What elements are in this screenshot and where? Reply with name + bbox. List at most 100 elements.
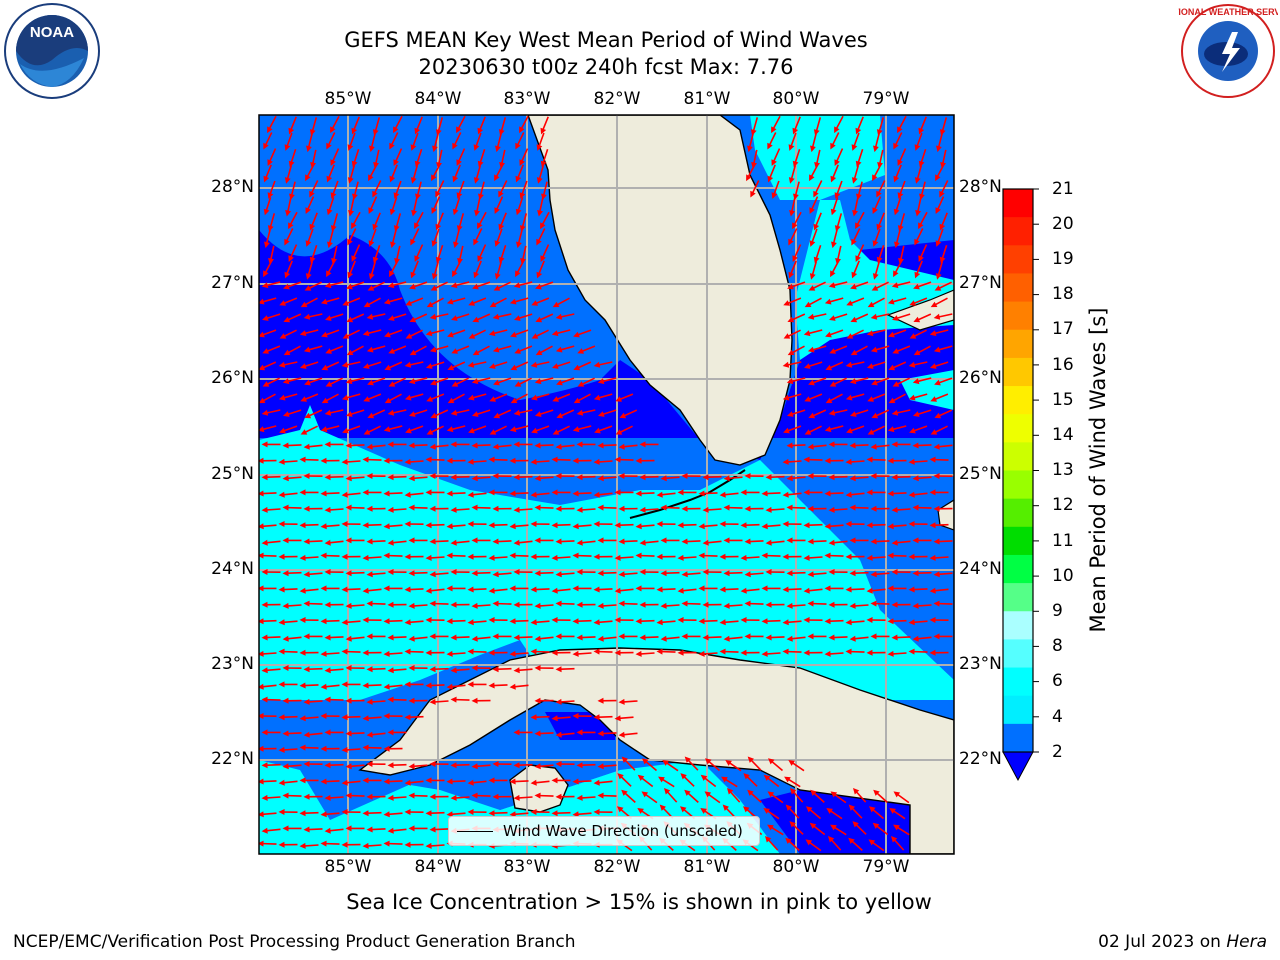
direction-arrow-head [918,222,924,230]
direction-arrow-head [488,456,495,463]
direction-arrow-head [551,456,558,463]
direction-arrow-head [492,666,499,673]
direction-arrow-head [389,175,396,183]
direction-arrow-head [303,538,310,545]
direction-arrow-head [555,600,562,607]
direction-arrow-head [719,619,726,626]
direction-arrow-head [618,505,625,512]
direction-arrow-head [681,633,688,640]
direction-arrow-head [825,331,832,338]
colorbar-segment [1003,611,1033,640]
direction-arrow-head [259,457,264,464]
direction-arrow-head [259,650,264,657]
direction-arrow-head [723,570,730,577]
direction-arrow-head [614,456,621,463]
direction-arrow-head [660,475,667,482]
direction-arrow-head [261,569,268,575]
direction-arrow-head [830,142,836,150]
direction-arrow-head [765,634,772,641]
direction-arrow-head [278,394,286,401]
lon-label-top: 83°W [503,89,551,109]
direction-arrow-head [321,331,328,338]
direction-arrow-head [513,441,520,448]
direction-arrow-head [771,126,777,134]
direction-arrow-head [409,411,416,417]
direction-arrow-head [351,255,357,262]
direction-arrow-head [824,585,831,592]
direction-arrow-head [288,255,294,262]
direction-arrow-head [572,650,579,657]
direction-arrow-head [368,174,374,182]
direction-arrow-head [304,285,312,291]
direction-arrow-head [471,378,479,385]
direction-arrow-head [327,241,333,249]
colorbar-tick-label: 10 [1052,566,1074,586]
direction-arrow-head [929,330,937,337]
direction-arrow-head [887,298,895,305]
direction-arrow-head [305,174,311,182]
direction-arrow-head [912,378,920,385]
direction-arrow-head [488,554,495,561]
direction-arrow-head [639,601,646,608]
direction-arrow-head [555,313,563,320]
direction-arrow-head [597,635,604,642]
direction-arrow-head [807,313,815,320]
direction-arrow-head [324,569,331,575]
direction-arrow-head [765,601,772,608]
direction-arrow-head [530,586,537,593]
direction-arrow-head [261,539,268,546]
footer-date-text: 02 Jul 2023 on [1098,932,1221,952]
lat-label-left: 24°N [211,559,254,579]
direction-arrow-head [933,571,940,578]
direction-arrow-head [389,142,395,150]
direction-arrow-head [828,634,835,641]
direction-arrow-head [446,811,453,818]
direction-arrow-head [536,271,543,279]
direction-arrow-head [702,539,709,546]
direction-arrow-head [383,618,390,625]
direction-arrow-head [866,489,873,496]
direction-arrow-head [803,456,810,463]
direction-arrow-head [347,177,354,184]
direction-arrow-head [325,315,332,321]
direction-arrow-head [405,300,412,306]
direction-arrow-head [537,210,543,217]
direction-arrow-head [851,177,858,184]
direction-arrow-head [410,144,417,151]
direction-arrow-head [702,634,709,641]
direction-arrow-head [789,210,795,217]
colorbar-tick-label: 4 [1052,707,1063,727]
direction-arrow-head [492,761,499,767]
direction-arrow-head [362,842,369,849]
direction-arrow-head [430,285,438,291]
direction-arrow-head [788,760,795,766]
direction-arrow-head [887,585,894,592]
direction-arrow-head [803,489,810,496]
direction-arrow-head [351,160,358,168]
direction-arrow-head [618,698,625,705]
direction-arrow-head [320,840,327,847]
direction-arrow-head [383,650,390,657]
direction-arrow-head [492,346,500,353]
direction-arrow-head [783,333,791,339]
direction-arrow-head [530,714,537,721]
direction-arrow-head [851,271,858,279]
direction-arrow-head [892,381,900,387]
direction-arrow-head [576,474,583,481]
lat-label-left: 22°N [211,749,254,769]
direction-arrow-head [488,330,496,337]
direction-arrow-head [871,412,879,419]
direction-arrow-head [593,458,600,465]
direction-arrow-head [552,301,560,308]
direction-arrow-head [384,331,391,338]
direction-arrow-head [450,696,457,703]
direction-arrow-head [786,635,793,642]
direction-arrow-head [282,602,289,609]
direction-arrow-head [282,475,289,482]
direction-arrow-head [351,222,357,230]
direction-arrow-head [474,210,480,217]
direction-arrow-head [488,617,495,623]
direction-arrow-head [493,285,501,291]
direction-arrow-head [467,779,474,786]
direction-arrow-head [725,760,732,766]
